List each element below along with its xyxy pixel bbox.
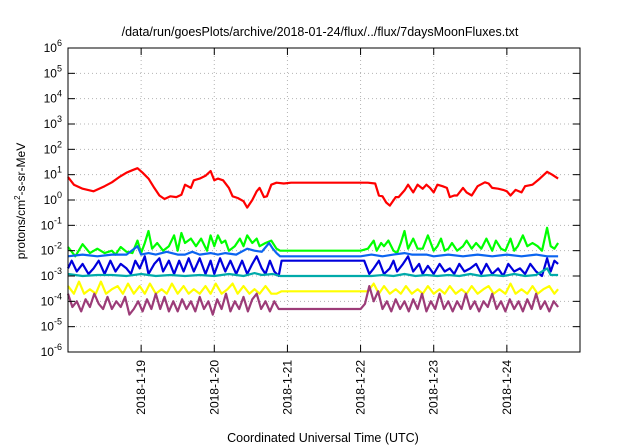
y-tick-label-exp: -6 [54, 342, 62, 352]
series-line-5 [67, 267, 559, 278]
x-tick-label: 2018-1-19 [134, 360, 148, 415]
plot-frame [67, 47, 581, 353]
y-tick-label-base: 10 [41, 294, 55, 308]
y-tick-label: 101 [44, 165, 62, 182]
y-tick-label-base: 10 [44, 193, 58, 207]
y-tick-label: 105 [44, 63, 62, 80]
y-tick-label-base: 10 [41, 244, 55, 258]
y-tick-label-exp: -4 [54, 291, 62, 301]
y-tick-label-exp: 3 [57, 114, 62, 124]
series-line-4 [67, 255, 559, 278]
series-group [66, 167, 560, 316]
y-tick-label-exp: 2 [57, 139, 62, 149]
y-tick-label-exp: -2 [54, 241, 62, 251]
y-tick-label-base: 10 [44, 66, 58, 80]
y-axis-label-base: protons/cm [14, 200, 28, 259]
x-tick-label: 2018-1-21 [280, 360, 294, 415]
y-tick-label-base: 10 [41, 345, 55, 359]
y-axis-label: protons/cm2-s-sr-MeV [13, 143, 28, 259]
x-tick-label: 2018-1-24 [500, 360, 514, 415]
y-tick-label: 10-3 [41, 266, 62, 283]
x-tick-label: 2018-1-20 [207, 360, 221, 415]
series-line-6 [67, 280, 559, 295]
y-tick-label: 10-6 [41, 342, 62, 359]
x-tick-labels: 2018-1-19 2018-1-20 2018-1-21 2018-1-22 2018… [134, 360, 514, 415]
y-tick-label-base: 10 [44, 117, 58, 131]
y-tick-label-exp: 6 [57, 38, 62, 48]
y-tick-label-exp: 0 [57, 190, 62, 200]
y-tick-labels: 10-610-510-410-310-210-11001011021031041… [41, 38, 62, 359]
y-tick-label: 10-1 [41, 215, 62, 232]
y-tick-label: 10-4 [41, 291, 62, 308]
x-axis-label: Coordinated Universal Time (UTC) [227, 431, 419, 445]
y-axis-label-sup: 2 [13, 195, 22, 200]
x-tick-label: 2018-1-23 [427, 360, 441, 415]
series-line-2 [67, 226, 560, 258]
y-tick-label-base: 10 [44, 168, 58, 182]
y-tick-label-exp: 4 [57, 89, 62, 99]
series-line-7 [66, 285, 559, 316]
y-tick-label: 10-5 [41, 317, 62, 334]
y-tick-label-base: 10 [44, 41, 58, 55]
axes [67, 47, 581, 353]
y-tick-label: 106 [44, 38, 62, 55]
y-tick-label: 102 [44, 139, 62, 156]
y-tick-label-base: 10 [41, 269, 55, 283]
series-line-3 [67, 241, 559, 258]
y-tick-label-exp: -3 [54, 266, 62, 276]
x-tick-label: 2018-1-22 [354, 360, 368, 415]
y-tick-label-base: 10 [44, 92, 58, 106]
y-tick-label-exp: 1 [57, 165, 62, 175]
y-tick-label-exp: -5 [54, 317, 62, 327]
y-tick-label-exp: -1 [54, 215, 62, 225]
y-axis-label-rest: -s-sr-MeV [14, 143, 28, 196]
chart-title: /data/run/goesPlots/archive/2018-01-24/f… [122, 25, 519, 39]
y-tick-label-base: 10 [41, 320, 55, 334]
series-line-1 [67, 167, 559, 209]
y-tick-label: 104 [44, 89, 62, 106]
y-tick-label: 10-2 [41, 241, 62, 258]
y-tick-label-base: 10 [44, 142, 58, 156]
y-tick-label: 100 [44, 190, 62, 207]
y-tick-label: 103 [44, 114, 62, 131]
y-tick-label-exp: 5 [57, 63, 62, 73]
y-tick-label-base: 10 [41, 218, 55, 232]
